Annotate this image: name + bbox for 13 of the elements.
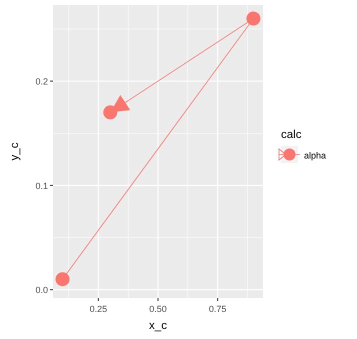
y-tick-label: 0.2 — [35, 76, 48, 87]
y-tick-label: 0.0 — [35, 285, 48, 296]
y-tick-label: 0.1 — [35, 180, 48, 191]
point — [103, 105, 118, 120]
y-axis-title: y_c — [9, 142, 21, 160]
legend-label: alpha — [304, 150, 326, 160]
x-axis-title: x_c — [149, 320, 168, 332]
x-tick-label: 0.75 — [208, 304, 226, 314]
legend-title: calc — [281, 129, 302, 141]
x-tick-label: 0.50 — [149, 304, 167, 314]
point — [246, 12, 260, 26]
point — [56, 272, 70, 286]
x-tick-label: 0.25 — [90, 304, 108, 314]
